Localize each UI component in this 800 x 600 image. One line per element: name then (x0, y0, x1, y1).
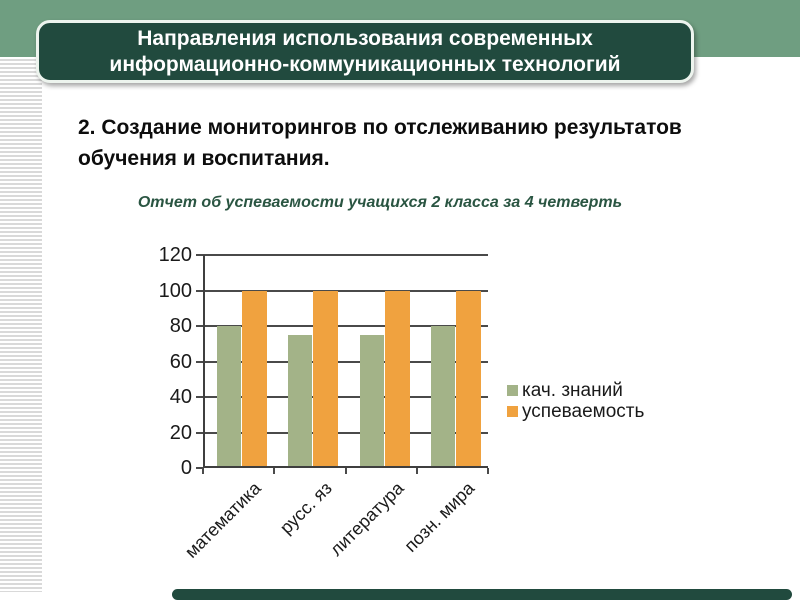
bar (430, 326, 455, 468)
legend-label: кач. знаний (522, 379, 623, 401)
slide-title-line2: информационно-коммуникационных технологи… (109, 52, 621, 76)
y-axis-tick (196, 360, 203, 363)
slide-title-line1: Направления использования современных (137, 26, 593, 50)
bar (359, 334, 384, 468)
legend-label: успеваемость (522, 400, 645, 422)
content-panel (42, 57, 800, 600)
bar (242, 290, 267, 468)
y-axis-label: 100 (158, 279, 192, 302)
bottom-bar-decoration (172, 589, 792, 600)
gridline (203, 289, 488, 292)
gridline (203, 431, 488, 434)
y-axis-label: 40 (169, 386, 192, 408)
bar (384, 290, 410, 468)
y-axis-label: 60 (169, 350, 192, 373)
y-axis-label: 0 (180, 457, 192, 479)
y-axis-label: 120 (158, 244, 192, 266)
x-axis-label: позн. мира (400, 478, 479, 556)
gridline (203, 254, 488, 256)
body-paragraph-line1: 2. Создание мониторингов по отслеживанию… (78, 116, 682, 139)
x-axis-label: русс. яз (276, 478, 337, 538)
y-axis-tick (196, 467, 203, 469)
legend-marker (507, 406, 518, 417)
y-axis-tick (196, 254, 203, 256)
gridline (203, 396, 488, 398)
bar (288, 334, 313, 468)
bar (217, 326, 241, 468)
bar (313, 290, 339, 468)
x-axis-tick (202, 468, 204, 474)
x-axis-label: математика (180, 478, 265, 562)
y-axis-tick (196, 289, 203, 292)
left-stripe-decoration (0, 57, 42, 592)
gridline (203, 325, 488, 327)
legend: кач. знаний успеваемость (507, 380, 644, 422)
chart-title: Отчет об успеваемости учащихся 2 класса … (137, 194, 623, 211)
legend-item: кач. знаний (507, 380, 644, 401)
slide-title-box: Направления использования современных ин… (36, 20, 694, 83)
body-paragraph: 2. Создание мониторингов по отслеживанию… (78, 112, 758, 174)
legend-item: успеваемость (507, 401, 644, 422)
bar (455, 290, 481, 468)
x-axis-tick (487, 468, 489, 474)
bar-chart: 0 20 40 60 80 100 120 математика русс. яз литерат… (150, 244, 710, 575)
x-axis-tick (273, 468, 276, 474)
x-axis-tick (344, 468, 347, 474)
y-axis-tick (196, 431, 203, 434)
y-axis-label: 20 (169, 421, 192, 444)
legend-marker (507, 385, 518, 396)
gridline (203, 360, 488, 363)
y-axis-tick (196, 396, 203, 398)
x-axis-tick (415, 468, 418, 474)
body-paragraph-line2: обучения и воспитания. (78, 147, 330, 170)
x-axis-label: литература (325, 478, 408, 560)
y-axis-tick (196, 325, 203, 327)
plot-area (203, 255, 488, 468)
y-axis-label: 80 (169, 315, 192, 337)
